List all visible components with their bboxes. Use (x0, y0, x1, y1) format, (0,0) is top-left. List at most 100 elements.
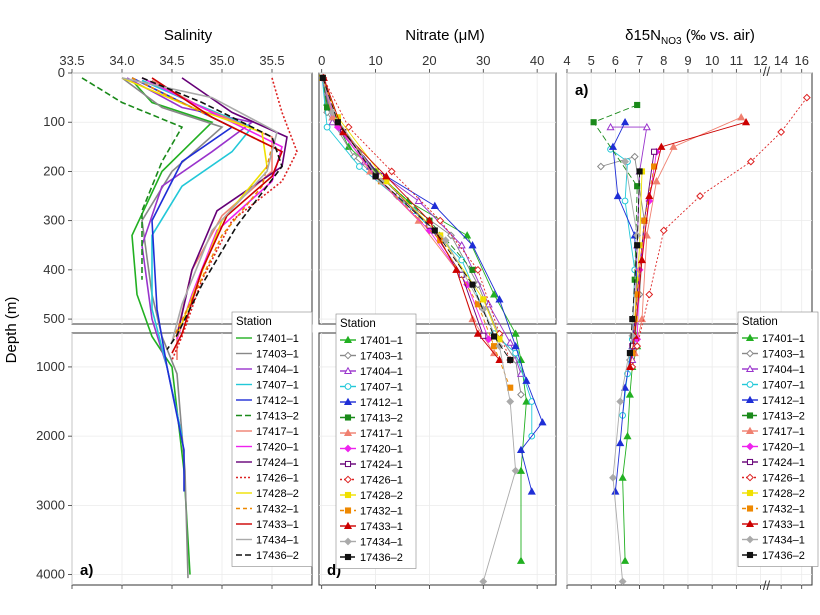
y-tick-label: 100 (43, 114, 65, 129)
legend-label: 17420–1 (256, 442, 299, 454)
legend-label: 17434–1 (762, 535, 805, 547)
data-point-marker (642, 122, 651, 131)
legend-entry: 17426–1 (236, 473, 299, 485)
d15n-panel-title: δ15NNO3 (‰ vs. air) (625, 27, 755, 47)
legend-entry: 17428–2 (742, 488, 805, 500)
data-point-marker (746, 381, 754, 388)
data-point-marker (737, 113, 746, 121)
legend-label: 17432–1 (360, 506, 403, 518)
data-point-marker (659, 226, 668, 235)
legend-label: 17426–1 (360, 475, 403, 487)
x-tick-label: 10 (705, 53, 719, 68)
legend-label: 17417–1 (360, 428, 403, 440)
panel-1-upper-frame (71, 72, 313, 325)
data-point-marker (473, 329, 482, 337)
legend-label: 17407–1 (360, 382, 403, 394)
legend-entry: 17428–2 (236, 488, 299, 500)
data-point-marker (746, 349, 754, 358)
x-tick-label: 35.0 (209, 53, 234, 68)
x-tick-label: 0 (318, 53, 325, 68)
y-axis: 0 100 200 300 400 500 1000 2000 3000 4000 (36, 65, 72, 582)
data-point-marker (490, 333, 498, 340)
legend-label: 17403–1 (762, 349, 805, 361)
legend-entry: 17403–1 (340, 351, 403, 363)
legend-entry: 17428–2 (340, 490, 403, 502)
legend-label: 17428–2 (256, 488, 299, 500)
series-line (631, 166, 655, 354)
panel-2-upper-frame (318, 72, 557, 325)
y-tick-label: 200 (43, 163, 65, 178)
data-point-marker (641, 217, 648, 224)
data-point-marker (356, 163, 363, 170)
legend-entry: 17434–1 (742, 535, 805, 547)
data-point-marker (344, 507, 352, 514)
data-point-marker (630, 152, 639, 161)
legend-label: 17432–1 (256, 504, 299, 516)
legend-entry: 17426–1 (340, 475, 403, 487)
x-tick-label: 12 (753, 53, 767, 68)
legend-entry: 17436–2 (236, 550, 299, 562)
legend-label: 17412–1 (360, 397, 403, 409)
legend-label: 17436–2 (360, 552, 403, 564)
legend-entry: 17432–1 (742, 504, 805, 516)
legend-label: 17404–1 (360, 366, 403, 378)
data-point-marker (745, 395, 755, 404)
data-point-marker (625, 362, 634, 370)
data-point-marker (343, 335, 353, 344)
legend-label: 17420–1 (762, 442, 805, 454)
data-point-marker (344, 491, 352, 499)
data-point-marker (511, 329, 520, 337)
x-tick-label: 4 (563, 53, 570, 68)
legend-entry: 17424–1 (236, 457, 299, 469)
data-point-marker (746, 458, 754, 466)
data-point-marker (382, 172, 391, 180)
data-point-marker (746, 489, 754, 497)
series-line (141, 79, 254, 437)
data-point-marker (527, 487, 536, 495)
data-point-marker (323, 123, 331, 131)
legend-label: 17433–1 (256, 519, 299, 531)
data-point-marker (746, 535, 754, 544)
x-tick-label: 5 (588, 53, 595, 68)
data-point-marker (745, 519, 755, 528)
data-point-marker (590, 119, 597, 126)
legend-label: 17417–1 (762, 426, 805, 438)
data-point-marker (343, 521, 353, 530)
legend-entry: 17417–1 (742, 426, 805, 438)
x-tick-label: 9 (684, 53, 691, 68)
data-point-marker (746, 505, 754, 512)
legend-entry: 17413–2 (742, 411, 805, 423)
legend-label: 17417–1 (256, 426, 299, 438)
legend-title: Station (742, 316, 778, 328)
panel-3-upper-frame (566, 72, 813, 325)
data-point-marker (621, 383, 630, 391)
legend-entry: 17404–1 (340, 366, 403, 378)
data-point-marker (344, 537, 352, 546)
legend-entry: 17404–1 (236, 364, 299, 376)
data-point-marker (344, 444, 352, 453)
data-point-marker (469, 281, 476, 288)
data-point-marker (452, 265, 461, 273)
data-point-marker (608, 142, 618, 150)
data-point-marker (490, 290, 499, 298)
data-point-marker (621, 197, 629, 205)
data-point-marker (613, 191, 622, 200)
legend-label: 17412–1 (762, 395, 805, 407)
legend-entry: 17417–1 (236, 426, 299, 438)
legend-label: 17401–1 (762, 333, 805, 345)
data-point-marker (436, 216, 445, 225)
legend-entry: 17412–1 (236, 395, 299, 407)
x-tick-label: 34.5 (159, 53, 184, 68)
legend-label: 17407–1 (762, 380, 805, 392)
legend-entry: 17432–1 (236, 504, 299, 516)
data-point-marker (802, 93, 811, 102)
legend-entry: 17407–1 (236, 380, 299, 392)
series-line (121, 77, 278, 343)
x-tick-label: 14 (774, 53, 788, 68)
y-tick-label: 3000 (36, 497, 65, 512)
data-point-marker (538, 418, 547, 426)
data-point-marker (344, 351, 352, 360)
data-point-marker (645, 290, 654, 299)
legend-entry: 17420–1 (236, 442, 299, 454)
axis-break-mark: // (763, 64, 771, 79)
